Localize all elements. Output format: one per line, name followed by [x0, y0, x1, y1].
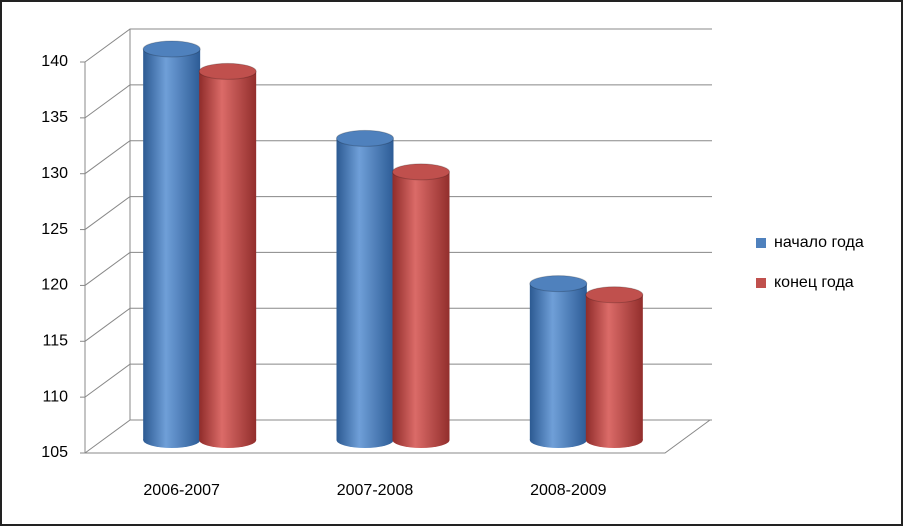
- bar-bottom: [392, 432, 450, 448]
- bar-top: [198, 62, 257, 80]
- bar-bottom: [143, 432, 201, 448]
- grid-line: [84, 363, 712, 398]
- bar: [143, 49, 201, 440]
- bar-top: [392, 163, 450, 181]
- bar: [336, 138, 394, 440]
- bar: [392, 171, 450, 440]
- y-tick-label: 140: [41, 53, 68, 70]
- bar-top: [336, 129, 394, 147]
- legend-label: начало года: [774, 234, 864, 251]
- legend-swatch: [756, 278, 766, 288]
- bar-top: [142, 40, 201, 58]
- bar-top: [585, 286, 644, 304]
- y-tick-label: 105: [41, 444, 68, 461]
- bar-bottom: [585, 432, 643, 448]
- bar: [585, 294, 643, 440]
- y-tick-label: 115: [42, 333, 68, 350]
- legend-label: конец года: [774, 274, 854, 291]
- y-tick-label: 135: [41, 109, 68, 126]
- x-tick-label: 2006-2007: [143, 482, 220, 499]
- x-tick-label: 2008-2009: [530, 482, 607, 499]
- grid-line: [84, 140, 712, 175]
- y-tick-label: 125: [41, 221, 68, 238]
- y-tick-label: 130: [41, 165, 68, 182]
- floor: [85, 419, 711, 454]
- grid-line: [84, 251, 712, 286]
- grid-line: [84, 307, 712, 342]
- y-tick-label: 120: [41, 277, 68, 294]
- grid-line: [84, 84, 712, 119]
- grid-line: [84, 419, 712, 454]
- bar: [199, 71, 257, 440]
- bar: [529, 283, 587, 440]
- x-tick-label: 2007-2008: [337, 482, 414, 499]
- bar-top: [529, 275, 588, 293]
- bar-bottom: [336, 432, 394, 448]
- bar-bottom: [529, 432, 587, 448]
- grid-line: [84, 28, 712, 63]
- bar-bottom: [199, 432, 257, 448]
- legend-swatch: [756, 238, 766, 248]
- y-tick-label: 110: [42, 388, 68, 405]
- grid-line: [84, 196, 712, 230]
